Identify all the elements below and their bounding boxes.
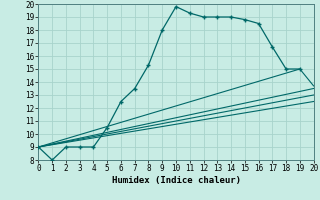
X-axis label: Humidex (Indice chaleur): Humidex (Indice chaleur) (111, 176, 241, 185)
